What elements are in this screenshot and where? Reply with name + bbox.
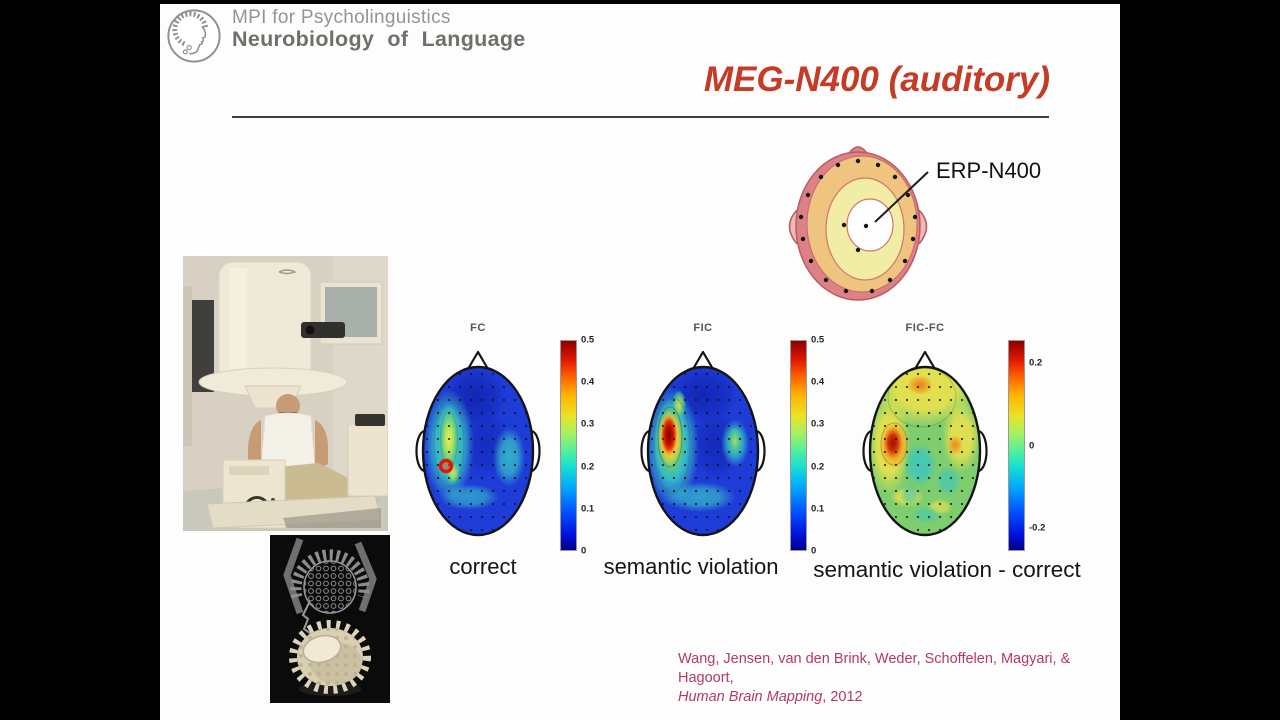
left-ear-marker bbox=[415, 429, 425, 473]
erp-n400-topography-inset: ERP-N400 bbox=[788, 146, 1041, 301]
right-ear-marker bbox=[756, 429, 766, 473]
colorbar-tick: 0.3 bbox=[581, 418, 595, 430]
citation-authors: Wang, Jensen, van den Brink, Weder, Scho… bbox=[678, 651, 1071, 686]
helmet-stud-ring bbox=[289, 620, 371, 694]
head-outline bbox=[868, 365, 982, 537]
schematic-skull bbox=[303, 560, 357, 614]
colorbar-tick: -0.2 bbox=[1029, 522, 1046, 534]
topomap-fic-minus-fc bbox=[862, 350, 988, 537]
head-outline bbox=[421, 365, 535, 537]
condition-label-fic: FIC bbox=[693, 322, 713, 334]
condition-label-ficfc: FIC-FC bbox=[905, 322, 945, 334]
topomap-fc bbox=[415, 350, 541, 537]
right-ear-marker bbox=[978, 429, 988, 473]
org-name-line2: Neurobiology of Language bbox=[232, 27, 526, 51]
colorbar-tick: 0.3 bbox=[811, 418, 825, 430]
caption-semantic-violation: semantic violation bbox=[603, 554, 779, 579]
frame-bar-right bbox=[354, 541, 377, 613]
machine-logo-mark bbox=[278, 269, 297, 275]
colorbar-tick: 0.2 bbox=[1029, 357, 1043, 369]
topomap-fic bbox=[640, 350, 766, 537]
org-name-line1: MPI for Psycholinguistics bbox=[232, 7, 451, 28]
slide-title: MEG-N400 (auditory) bbox=[703, 60, 1050, 99]
right-ear bbox=[918, 209, 928, 245]
colorbar-tick: 0 bbox=[581, 545, 587, 557]
sensor-coil-crown bbox=[290, 549, 370, 599]
colorbar-gradient bbox=[790, 340, 807, 551]
colorbar-tick: 0.2 bbox=[581, 461, 595, 473]
frame-bar-left bbox=[283, 537, 304, 615]
erp-label: ERP-N400 bbox=[936, 158, 1041, 183]
colorbar-tick: 0.2 bbox=[811, 461, 825, 473]
colorbar-tick: 0 bbox=[811, 545, 817, 557]
head-outline bbox=[646, 365, 760, 537]
topomap-difference-field bbox=[870, 367, 980, 535]
colorbar-tick: 0 bbox=[1029, 440, 1035, 451]
title-divider bbox=[232, 116, 1049, 118]
erp-pointer-line bbox=[874, 171, 929, 223]
right-ear-marker bbox=[531, 429, 541, 473]
nose-marker bbox=[914, 350, 936, 370]
left-ear-marker bbox=[640, 429, 650, 473]
topomap-fc-field bbox=[423, 367, 533, 535]
citation-year: , 2012 bbox=[822, 689, 863, 705]
highlighted-sensor-marker bbox=[438, 458, 454, 474]
condition-label-fc: FC bbox=[470, 322, 486, 334]
caption-difference: semantic violation - correct bbox=[813, 557, 1081, 582]
citation-journal: Human Brain Mapping bbox=[678, 689, 823, 705]
citation: Wang, Jensen, van den Brink, Weder, Scho… bbox=[678, 650, 1120, 707]
electrode-dots bbox=[798, 158, 918, 294]
colorbar-fic-minus-fc: 0.2 0 -0.2 bbox=[1008, 340, 1054, 551]
colorbar-gradient bbox=[560, 340, 577, 551]
meg-sensor-helmet-image bbox=[270, 535, 390, 703]
colorbar-tick: 0.1 bbox=[581, 503, 595, 515]
caption-correct: correct bbox=[449, 554, 517, 579]
left-ear-marker bbox=[862, 429, 872, 473]
helmet-opening bbox=[302, 634, 342, 664]
colorbar-tick: 0.4 bbox=[811, 376, 825, 388]
colorbar-tick: 0.4 bbox=[581, 376, 595, 388]
max-planck-logo bbox=[167, 9, 221, 63]
colorbar-fic: 0.5 0.4 0.3 0.2 0.1 0 bbox=[790, 335, 836, 557]
left-ear bbox=[788, 209, 798, 245]
meg-scanner-photo bbox=[183, 256, 388, 531]
erp-n400-focus-region bbox=[846, 198, 894, 252]
colorbar-fc: 0.5 0.4 0.3 0.2 0.1 0 bbox=[560, 335, 606, 557]
colorbar-tick: 0.5 bbox=[581, 334, 595, 346]
nose-marker bbox=[692, 350, 714, 370]
colorbar-gradient bbox=[1008, 340, 1025, 551]
topomap-fic-field bbox=[648, 367, 758, 535]
colorbar-tick: 0.1 bbox=[811, 503, 825, 515]
colorbar-tick: 0.5 bbox=[811, 334, 825, 346]
slide: MPI for Psycholinguistics Neurobiology o… bbox=[160, 4, 1120, 720]
nose-marker bbox=[467, 350, 489, 370]
